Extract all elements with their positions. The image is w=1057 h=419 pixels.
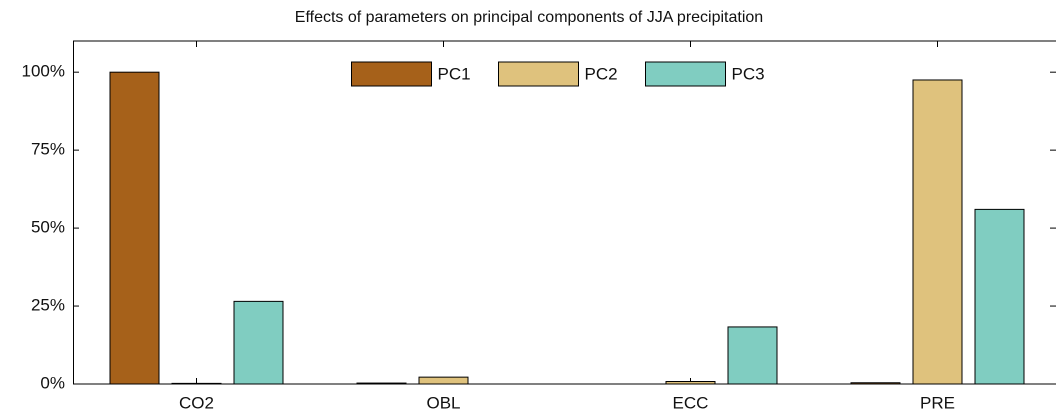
y-tick-label: 0% — [40, 373, 65, 392]
legend-swatch — [351, 61, 432, 87]
legend-label: PC2 — [585, 64, 618, 83]
x-tick-label: CO2 — [179, 393, 214, 412]
y-tick-label: 75% — [31, 140, 65, 159]
y-tick-label: 100% — [22, 62, 65, 81]
legend-swatch — [498, 61, 579, 87]
y-tick-label: 25% — [31, 296, 65, 315]
x-tick-label: OBL — [426, 393, 460, 412]
legend-swatch — [645, 61, 726, 87]
bar — [233, 300, 284, 385]
bar — [418, 376, 469, 385]
x-tick-label: ECC — [673, 393, 709, 412]
chart-title: Effects of parameters on principal compo… — [295, 9, 763, 26]
bar — [912, 79, 963, 385]
x-tick-label: PRE — [920, 393, 955, 412]
plot-frame — [73, 40, 1056, 385]
bar — [974, 208, 1025, 385]
bar — [727, 326, 778, 385]
legend-label: PC1 — [438, 64, 471, 83]
legend-label: PC3 — [732, 64, 765, 83]
y-tick-label: 50% — [31, 218, 65, 237]
bar — [109, 71, 160, 385]
